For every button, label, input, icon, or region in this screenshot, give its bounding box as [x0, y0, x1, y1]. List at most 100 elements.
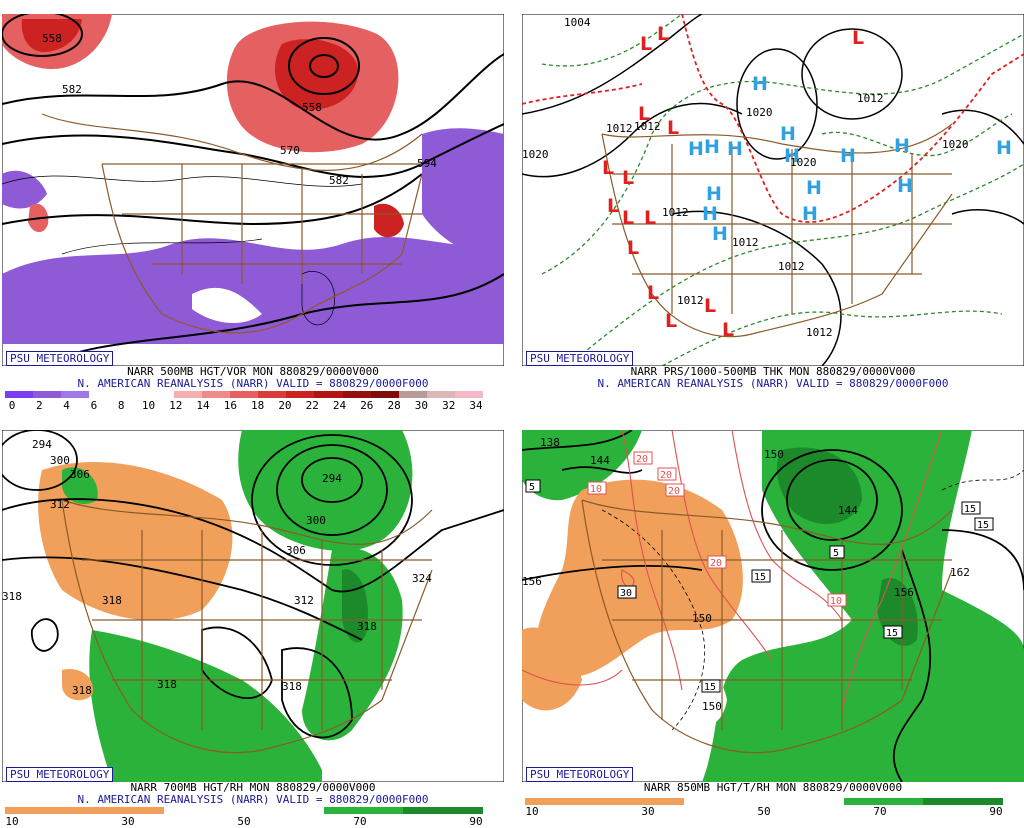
low-marker: L — [627, 237, 639, 259]
colorbar-tick-label: 28 — [387, 399, 401, 412]
contour-label: 156 — [894, 586, 914, 599]
isobar-label: 1004 — [564, 16, 591, 29]
contour-label: 318 — [357, 620, 377, 633]
panel-500mb-vorticity: 558 582 558 570 594 582 PSU METEOROLOGY … — [2, 14, 504, 412]
contour-label: 312 — [294, 594, 314, 607]
contour-label: 306 — [286, 544, 306, 557]
isobar-label: 1012 — [662, 206, 689, 219]
temp-label: 15 — [701, 679, 721, 693]
colorbar-swatch — [117, 391, 146, 398]
temp-label: 15 — [974, 517, 994, 531]
contour-label: 324 — [412, 572, 432, 585]
temp-label: 20 — [633, 451, 653, 465]
low-marker: L — [667, 117, 679, 139]
svg-text:5: 5 — [529, 482, 535, 493]
colorbar-swatch — [764, 798, 844, 805]
rh-moist-south — [89, 630, 323, 782]
high-marker: H — [704, 136, 720, 158]
vort-neg-east — [422, 128, 504, 257]
isobar-label: 1012 — [634, 120, 661, 133]
colorbar-swatch — [286, 391, 315, 398]
product-title: NARR 700MB HGT/RH MON 880829/0000V000 — [130, 781, 376, 794]
low-marker: L — [622, 207, 634, 229]
svg-text:20: 20 — [710, 558, 722, 569]
svg-text:15: 15 — [964, 504, 976, 515]
contour-label: 318 — [157, 678, 177, 691]
contour-label: 144 — [838, 504, 858, 517]
temp-label: 15 — [961, 501, 981, 515]
rh-moist-core — [776, 447, 862, 524]
psu-badge: PSU METEOROLOGY — [526, 767, 634, 782]
vorticity-map: 558 582 558 570 594 582 — [2, 14, 504, 366]
temp-label: 20 — [657, 467, 677, 481]
rh-colorbar-ticks: 10 30 50 70 90 — [5, 816, 483, 828]
temp-label: 5 — [829, 545, 845, 559]
colorbar-tick-label: 12 — [169, 399, 183, 412]
low-marker: L — [722, 319, 734, 341]
contour-label: 300 — [50, 454, 70, 467]
temp-label: 10 — [827, 593, 847, 607]
high-marker: H — [688, 138, 704, 160]
thickness-west-line — [522, 83, 643, 105]
contour-label: 558 — [42, 32, 62, 45]
svg-text:15: 15 — [704, 682, 716, 693]
psu-badge: PSU METEOROLOGY — [6, 767, 114, 782]
colorbar-swatch — [61, 391, 90, 398]
contour-label: 318 — [282, 680, 302, 693]
contour-label: 150 — [692, 612, 712, 625]
colorbar-tick-label: 18 — [251, 399, 265, 412]
vort-white-south — [192, 287, 262, 324]
colorbar-tick-label: 14 — [196, 399, 210, 412]
high-marker: H — [780, 123, 796, 145]
contour-label: 558 — [302, 101, 322, 114]
colorbar-tick-label: 10 — [525, 805, 539, 818]
low-marker: L — [647, 282, 659, 304]
svg-text:15: 15 — [754, 572, 766, 583]
isobar-label: 1020 — [942, 138, 969, 151]
rh-colorbar-ticks: 10 30 50 70 90 — [525, 806, 1003, 818]
isobar-label: 1012 — [857, 92, 884, 105]
low-marker: L — [657, 23, 669, 45]
psu-badge: PSU METEOROLOGY — [526, 351, 634, 366]
colorbar-tick-label: 22 — [305, 399, 319, 412]
contour-label: 318 — [2, 590, 22, 603]
colorbar-swatch — [923, 798, 1004, 805]
colorbar-swatch — [455, 391, 484, 398]
contour-label: 582 — [62, 83, 82, 96]
contour-label: 150 — [764, 448, 784, 461]
svg-text:20: 20 — [668, 486, 680, 497]
contour-label: 570 — [280, 144, 300, 157]
temp-label: 20 — [665, 483, 685, 497]
panel-700mb-rh: 294 300 306 312 294 300 306 312 324 318 … — [2, 430, 504, 828]
isobar-label: 1020 — [522, 148, 549, 161]
rh700-map: 294 300 306 312 294 300 306 312 324 318 … — [2, 430, 504, 782]
isobar-label: 1012 — [778, 260, 805, 273]
high-marker: H — [784, 145, 800, 167]
colorbar-swatch — [173, 391, 202, 398]
high-marker: H — [752, 73, 768, 95]
colorbar-tick-label: 26 — [360, 399, 374, 412]
colorbar-tick-label: 30 — [641, 805, 655, 818]
low-marker: L — [640, 33, 652, 55]
isobar-label: 1020 — [790, 156, 817, 169]
svg-text:20: 20 — [660, 470, 672, 481]
low-marker: L — [644, 207, 656, 229]
rh-moist-northeast — [238, 430, 413, 551]
temp850-map: 138 144 150 144 156 162 156 150 150 5 10… — [522, 430, 1024, 782]
valid-time: N. AMERICAN REANALYSIS (NARR) VALID = 88… — [77, 793, 429, 806]
colorbar-tick-label: 20 — [278, 399, 292, 412]
colorbar-swatch — [244, 807, 324, 814]
temp-label: 5 — [525, 479, 541, 493]
high-marker: H — [996, 137, 1012, 159]
contour-label: 294 — [322, 472, 342, 485]
high-marker: H — [802, 203, 818, 225]
temp-label: 15 — [751, 569, 771, 583]
low-marker: L — [602, 157, 614, 179]
colorbar-swatch — [314, 391, 343, 398]
contour-label: 594 — [417, 157, 437, 170]
product-title: NARR 500MB HGT/VOR MON 880829/0000V000 — [127, 365, 379, 378]
high-marker: H — [712, 223, 728, 245]
rh-dry-south — [62, 669, 93, 701]
high-marker: H — [840, 145, 856, 167]
colorbar-tick-label: 32 — [442, 399, 456, 412]
